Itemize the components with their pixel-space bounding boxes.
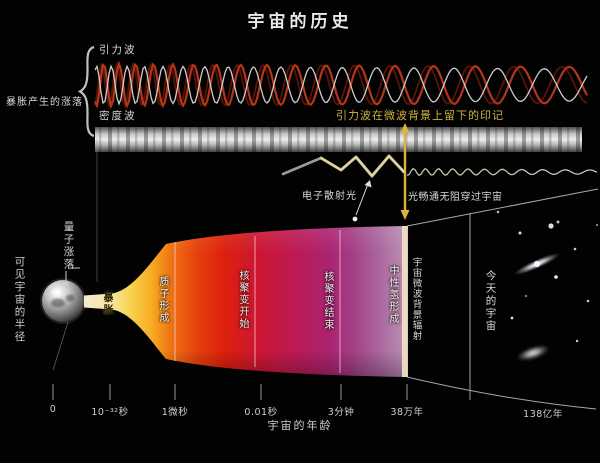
free-light-wave-graphic <box>406 167 598 177</box>
tick-3: 0.01秒 <box>244 407 278 418</box>
tick-2: 1微秒 <box>161 407 189 418</box>
brace-graphic <box>77 45 95 138</box>
page-title: 宇宙的历史 <box>247 12 353 32</box>
gravitational-waves-graphic <box>94 60 588 110</box>
epoch-neutral-hydrogen-label: 中性氢形成 <box>387 265 398 325</box>
epoch-fusion-begins-label: 核聚变开始 <box>237 270 248 330</box>
y-axis-label: 可见宇宙的半径 <box>13 256 26 344</box>
gravitational-waves-label: 引力波 <box>99 44 137 56</box>
free-light-label: 光畅通无阻穿过宇宙 <box>408 192 503 203</box>
inflation-label: 暴胀 <box>101 292 112 316</box>
quantum-fluctuations-label: 量子涨落 <box>62 221 75 271</box>
expansion-cone <box>84 226 408 377</box>
sphere-axis-line <box>52 321 69 371</box>
cmb-label: 宇宙微波背景辐射 <box>410 257 422 341</box>
time-axis-ticks <box>52 384 471 400</box>
x-axis-label: 宇宙的年龄 <box>267 419 333 432</box>
cmb-signal-label: 引力波在微波背景上留下的印记 <box>336 109 504 122</box>
epoch-fusion-ends-label: 核聚变结束 <box>322 271 333 331</box>
density-waves-label: 密度波 <box>99 110 137 122</box>
tick-0: 0 <box>49 404 57 415</box>
tick-5: 38万年 <box>390 407 424 418</box>
tick-1: 10⁻³²秒 <box>91 407 129 418</box>
today-universe-label: 今天的宇宙 <box>484 270 497 333</box>
electron-scatter-label: 电子散射光 <box>302 191 357 202</box>
brace-label: 暴胀产生的涨落 <box>6 97 83 108</box>
galaxy-field <box>496 210 598 362</box>
modern-universe-outline <box>406 188 599 410</box>
last-scattering-edge <box>402 226 408 377</box>
epoch-protons-label: 质子形成 <box>157 276 168 324</box>
tick-6: 138亿年 <box>523 409 563 420</box>
quantum-sphere <box>40 278 86 324</box>
tick-4: 3分钟 <box>327 407 355 418</box>
quantum-label-arrow <box>63 267 80 289</box>
density-wave-bar <box>95 127 582 152</box>
electron-graphic <box>352 180 372 222</box>
light-zigzag-graphic <box>281 154 406 178</box>
